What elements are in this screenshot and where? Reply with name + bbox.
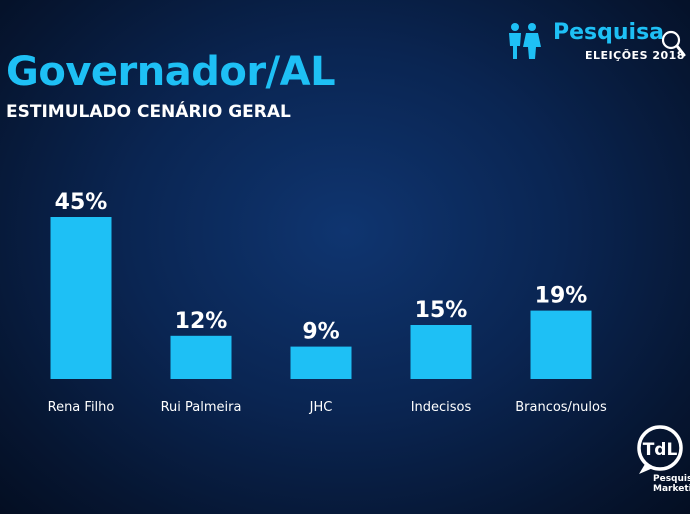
bar-0 bbox=[50, 217, 112, 379]
category-label-1: Rui Palmeira bbox=[161, 400, 242, 415]
value-label-1: 12% bbox=[175, 309, 228, 334]
value-label-4: 19% bbox=[535, 284, 588, 309]
bar-4 bbox=[530, 310, 592, 379]
tdl-logo-monogram: TdL bbox=[643, 440, 678, 460]
tdl-logo-mark: TdL bbox=[637, 425, 683, 474]
magnifier-icon bbox=[661, 30, 686, 57]
category-label-3: Indecisos bbox=[411, 400, 472, 415]
page-subtitle: ESTIMULADO CENÁRIO GERAL bbox=[6, 102, 291, 122]
category-label-2: JHC bbox=[309, 400, 333, 415]
value-label-3: 15% bbox=[415, 298, 468, 323]
tdl-logo-caption: Pesquisa Marketing bbox=[653, 474, 690, 495]
value-label-0: 45% bbox=[55, 190, 108, 215]
brand-word: Pesquisa bbox=[553, 20, 665, 45]
category-label-0: Rena Filho bbox=[48, 400, 115, 415]
page-title: Governador/AL bbox=[6, 49, 336, 95]
tdl-logo-line2: Marketing bbox=[653, 484, 690, 495]
bar-2 bbox=[290, 346, 352, 379]
category-label-4: Brancos/nulos bbox=[515, 400, 607, 415]
bar-1 bbox=[170, 335, 232, 379]
bar-3 bbox=[410, 325, 472, 379]
tdl-logo: TdL Pesquisa Marketing bbox=[633, 424, 690, 514]
tdl-logo-line1: Pesquisa bbox=[653, 474, 690, 484]
brand-badge: Pesquisa ELEIÇÕES 2018 bbox=[505, 18, 686, 68]
people-icon bbox=[509, 23, 541, 59]
value-label-2: 9% bbox=[302, 320, 339, 345]
brand-year-label: ELEIÇÕES 2018 bbox=[585, 49, 685, 62]
